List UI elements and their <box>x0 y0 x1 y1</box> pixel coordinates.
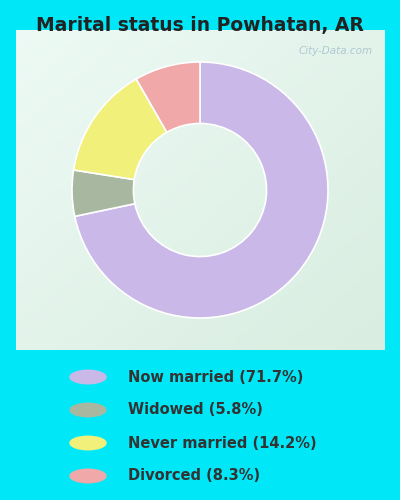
Text: Divorced (8.3%): Divorced (8.3%) <box>128 468 260 483</box>
Wedge shape <box>74 79 167 180</box>
Wedge shape <box>72 170 135 216</box>
Circle shape <box>70 469 106 483</box>
Wedge shape <box>75 62 328 318</box>
Text: Now married (71.7%): Now married (71.7%) <box>128 370 303 384</box>
Circle shape <box>70 370 106 384</box>
Circle shape <box>70 403 106 417</box>
Circle shape <box>70 436 106 450</box>
Text: Widowed (5.8%): Widowed (5.8%) <box>128 402 263 417</box>
Text: Never married (14.2%): Never married (14.2%) <box>128 436 317 450</box>
Text: City-Data.com: City-Data.com <box>299 46 373 56</box>
Text: Marital status in Powhatan, AR: Marital status in Powhatan, AR <box>36 16 364 35</box>
Wedge shape <box>136 62 200 132</box>
